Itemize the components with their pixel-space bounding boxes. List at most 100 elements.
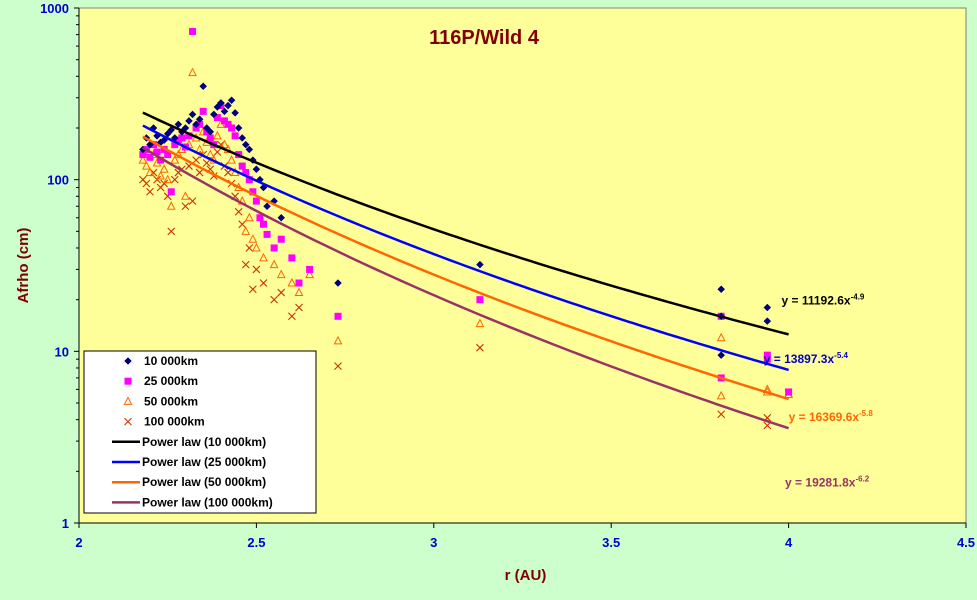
data-point bbox=[195, 115, 204, 124]
data-point bbox=[167, 227, 176, 236]
y-tick-label: 10 bbox=[55, 344, 69, 359]
data-point bbox=[139, 151, 147, 159]
fit-line-Power-law-25-000km- bbox=[142, 124, 789, 372]
data-point bbox=[181, 191, 190, 200]
data-point bbox=[189, 27, 197, 35]
fit-equation: y = 16369.6x-5.8 bbox=[789, 409, 874, 424]
data-point bbox=[163, 174, 173, 184]
data-point bbox=[192, 120, 200, 129]
data-point bbox=[199, 82, 208, 91]
data-point bbox=[333, 335, 343, 345]
data-point bbox=[252, 165, 261, 174]
data-point bbox=[224, 101, 232, 110]
data-point bbox=[241, 140, 250, 149]
y-tick-label: 1000 bbox=[40, 1, 69, 16]
legend-label: Power law (25 000km) bbox=[142, 455, 266, 469]
data-point bbox=[476, 343, 484, 352]
data-point bbox=[277, 288, 286, 297]
legend-label: Power law (10 000km) bbox=[142, 435, 266, 449]
data-point bbox=[188, 67, 197, 77]
data-point bbox=[171, 141, 179, 149]
data-point bbox=[277, 213, 286, 222]
data-point bbox=[220, 139, 229, 149]
fit-equation: y = 13897.3x-5.4 bbox=[764, 351, 849, 366]
data-point bbox=[220, 117, 228, 125]
data-point bbox=[241, 226, 251, 235]
legend-marker bbox=[124, 357, 132, 365]
data-point bbox=[164, 151, 172, 159]
data-point bbox=[245, 145, 254, 154]
data-point bbox=[238, 134, 247, 142]
fit-line-Power-law-50-000km- bbox=[142, 135, 789, 401]
data-point bbox=[263, 202, 271, 211]
data-point bbox=[206, 134, 214, 142]
data-point bbox=[242, 169, 250, 177]
data-point bbox=[288, 254, 296, 262]
x-tick-label: 3 bbox=[430, 535, 437, 550]
data-point bbox=[252, 265, 261, 274]
data-point bbox=[234, 124, 243, 132]
data-point bbox=[245, 244, 254, 252]
data-point bbox=[717, 285, 726, 294]
data-point bbox=[213, 148, 222, 156]
data-point bbox=[716, 332, 726, 342]
legend-label: 50 000km bbox=[144, 394, 198, 408]
data-point bbox=[213, 114, 221, 122]
data-point bbox=[228, 124, 236, 132]
data-point bbox=[763, 351, 771, 359]
fit-equation: y = 11192.6x-4.9 bbox=[782, 292, 865, 307]
data-point bbox=[785, 388, 793, 396]
data-point bbox=[277, 235, 285, 243]
legend-label: 25 000km bbox=[144, 374, 198, 388]
data-point bbox=[238, 220, 247, 229]
legend: 10 000km 25 000km 50 000km 100 000km Power l… bbox=[83, 350, 317, 514]
data-point bbox=[142, 179, 151, 188]
legend-label: 10 000km bbox=[144, 354, 198, 368]
data-point bbox=[294, 287, 304, 297]
x-axis-title: r (AU) bbox=[505, 567, 547, 584]
data-point bbox=[157, 156, 165, 164]
data-point bbox=[287, 277, 297, 287]
legend-marker bbox=[124, 417, 132, 426]
data-point bbox=[241, 260, 250, 269]
data-point bbox=[259, 220, 267, 228]
data-point bbox=[306, 265, 314, 273]
data-point bbox=[145, 167, 155, 177]
data-point bbox=[234, 207, 243, 216]
x-tick-label: 4 bbox=[785, 535, 793, 550]
data-point bbox=[209, 110, 218, 119]
data-point bbox=[160, 179, 169, 188]
data-point bbox=[138, 155, 148, 164]
data-point bbox=[716, 390, 726, 400]
data-point bbox=[146, 153, 154, 161]
data-point bbox=[231, 109, 239, 117]
data-point bbox=[195, 144, 205, 153]
data-point bbox=[259, 279, 268, 287]
data-point bbox=[195, 168, 204, 177]
data-point bbox=[224, 120, 232, 128]
data-point bbox=[206, 127, 215, 136]
data-point bbox=[170, 155, 180, 164]
legend-label: 100 000km bbox=[144, 415, 205, 429]
data-point bbox=[167, 126, 176, 134]
data-point bbox=[276, 269, 286, 279]
data-point bbox=[269, 259, 279, 269]
data-point bbox=[156, 170, 166, 180]
data-point bbox=[146, 187, 154, 196]
data-point bbox=[188, 197, 197, 206]
data-point bbox=[153, 148, 161, 156]
data-point bbox=[334, 312, 342, 320]
data-point bbox=[763, 355, 771, 363]
data-point bbox=[295, 303, 303, 312]
data-point bbox=[263, 230, 271, 238]
x-tick-label: 2 bbox=[75, 535, 82, 550]
data-point bbox=[259, 252, 268, 262]
data-point bbox=[717, 410, 726, 419]
data-point bbox=[227, 155, 236, 164]
data-point bbox=[202, 124, 211, 132]
data-point bbox=[248, 285, 257, 294]
legend-marker bbox=[124, 377, 132, 385]
data-point bbox=[763, 303, 772, 312]
data-point bbox=[220, 107, 229, 116]
legend-box bbox=[83, 350, 317, 514]
